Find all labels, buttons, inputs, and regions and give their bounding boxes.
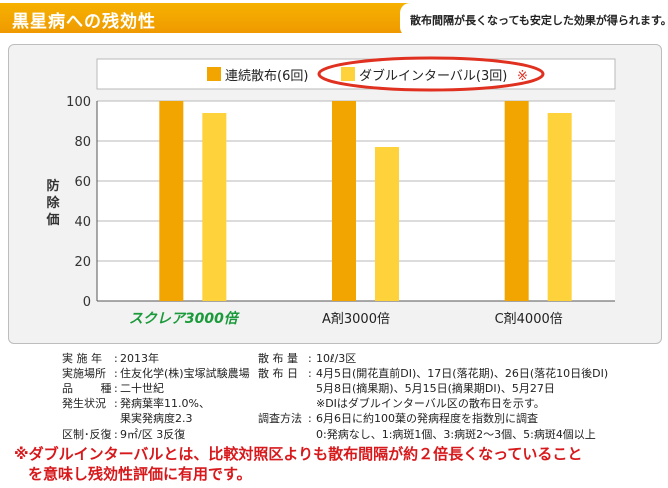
bar: [375, 147, 399, 301]
y-tick-label: 60: [74, 175, 91, 190]
legend-swatch: [341, 67, 355, 81]
header-note: 散布間隔が長くなっても安定した効果が得られます。: [400, 3, 668, 37]
detail-label: 実施場所: [62, 367, 106, 380]
y-axis-label-char: 防: [46, 178, 59, 194]
y-tick-label: 80: [74, 135, 91, 150]
detail-colon: :: [114, 382, 118, 395]
detail-value: 果実発病度2.3: [120, 412, 193, 425]
detail-colon: :: [114, 428, 118, 441]
detail-value: ※DIはダブルインターバル区の散布日を示す。: [316, 397, 545, 410]
detail-value: 9㎡/区 3反復: [120, 428, 186, 441]
footnote-line: ※ダブルインターバルとは、比較対照区よりも散布間隔が約２倍長くなっていること: [14, 445, 583, 463]
detail-label: 区制･反復: [62, 428, 112, 441]
bar: [504, 101, 529, 301]
detail-colon: :: [308, 367, 312, 380]
x-tick-label: スクレア3000倍: [129, 310, 240, 327]
y-tick-label: 20: [74, 255, 91, 270]
y-tick-label: 0: [83, 295, 91, 310]
detail-value: 住友化学(株)宝塚試験農場: [120, 367, 250, 380]
detail-value: 4月5日(開花直前DI)、17日(落花期)、26日(落花10日後DI): [316, 367, 609, 380]
detail-colon: :: [308, 412, 312, 425]
legend-box: [96, 58, 616, 90]
detail-value: 6月6日に約100葉の発病程度を指数別に調査: [316, 412, 538, 425]
y-axis-label-char: 価: [45, 212, 59, 228]
detail-label: 発生状況: [62, 397, 106, 410]
legend-mark: ※: [517, 69, 528, 84]
detail-colon: :: [114, 352, 118, 365]
detail-value: 二十世紀: [120, 382, 164, 395]
detail-label: 実 施 年: [62, 352, 102, 365]
legend-label: 連続散布(6回): [225, 69, 308, 84]
detail-value: 5月8日(摘果期)、5月15日(摘果期DI)、5月27日: [316, 382, 555, 395]
legend-label: ダブルインターバル(3回): [359, 68, 507, 84]
detail-label: 散 布 量: [258, 352, 298, 365]
detail-colon: :: [114, 367, 118, 380]
bar: [332, 101, 356, 301]
bar: [202, 113, 227, 301]
detail-value: 2013年: [120, 352, 159, 365]
bar: [159, 101, 184, 301]
chart-panel: 0 20 40 60 80 100 防除価スクレア3000倍 A剤3000倍 C剤4000倍 連続…: [8, 44, 662, 344]
page-title: 黒星病への残効性: [12, 12, 156, 32]
footnote-line: を意味し残効性評価に有用です。: [28, 465, 252, 483]
detail-value: 発病葉率11.0%、: [120, 397, 210, 410]
detail-colon: :: [114, 397, 118, 410]
bar: [547, 113, 572, 301]
footnote: ※ダブルインターバルとは、比較対照区よりも散布間隔が約２倍長くなっていること を…: [14, 444, 664, 484]
detail-value: 0:発病なし、1:病斑1個、3:病斑2〜3個、5:病斑4個以上: [316, 428, 596, 441]
y-axis-label-char: 除: [46, 195, 60, 211]
detail-value: 10ℓ/3区: [316, 352, 357, 365]
detail-label: 調査方法: [258, 412, 302, 425]
detail-label: 品 種: [62, 382, 124, 395]
x-tick-label: C剤4000倍: [495, 311, 563, 327]
detail-colon: :: [308, 352, 312, 365]
legend-highlight-ring: [317, 56, 545, 92]
header-banner: 黒星病への残効性 散布間隔が長くなっても安定した効果が得られます。: [0, 0, 668, 37]
legend-swatch: [207, 67, 221, 81]
detail-label: 散 布 日: [258, 367, 298, 380]
x-tick-label: A剤3000倍: [322, 311, 390, 327]
y-tick-label: 40: [74, 215, 91, 230]
y-tick-label: 100: [66, 95, 91, 110]
